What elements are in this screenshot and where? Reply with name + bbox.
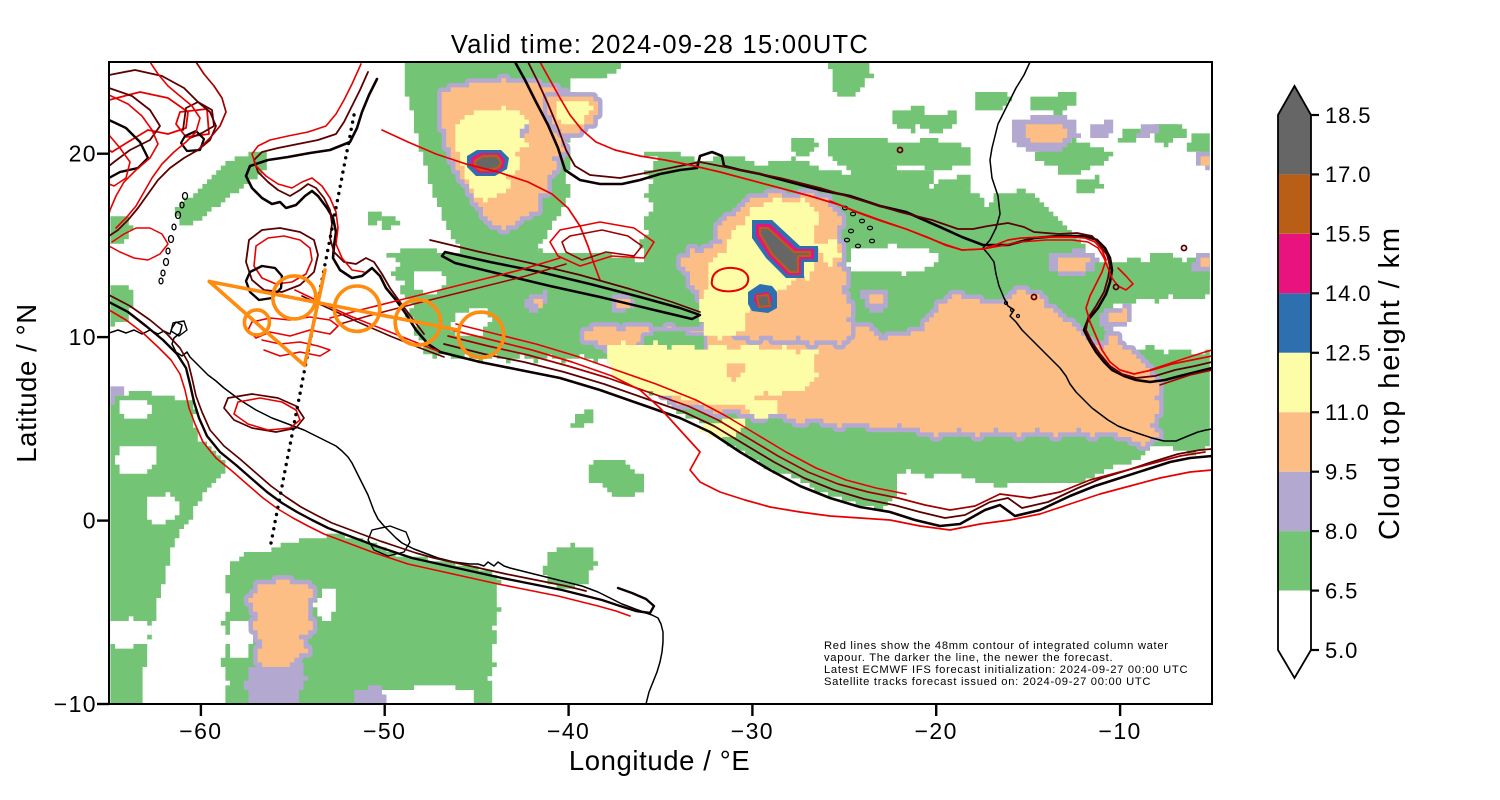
svg-text:vapour. The darker the line, t: vapour. The darker the line, the newer t… (824, 652, 1113, 664)
svg-text:Latitude / °N: Latitude / °N (11, 303, 42, 462)
svg-text:−10: −10 (1098, 718, 1141, 744)
svg-text:Cloud top height / km: Cloud top height / km (1374, 226, 1406, 540)
svg-text:−30: −30 (731, 718, 774, 744)
svg-text:12.5: 12.5 (1325, 341, 1371, 366)
svg-text:8.0: 8.0 (1325, 519, 1358, 544)
svg-text:15.5: 15.5 (1325, 222, 1371, 247)
svg-text:18.5: 18.5 (1325, 103, 1371, 128)
svg-text:10: 10 (69, 324, 97, 350)
svg-text:5.0: 5.0 (1325, 638, 1358, 663)
svg-text:11.0: 11.0 (1325, 400, 1370, 425)
svg-text:17.0: 17.0 (1325, 162, 1371, 187)
svg-text:6.5: 6.5 (1325, 578, 1358, 603)
svg-text:Latest ECMWF IFS forecast init: Latest ECMWF IFS forecast initialization… (824, 664, 1188, 676)
svg-text:−20: −20 (915, 718, 958, 744)
svg-text:14.0: 14.0 (1325, 281, 1371, 306)
svg-text:20: 20 (69, 141, 97, 167)
svg-text:Longitude / °E: Longitude / °E (569, 745, 750, 776)
svg-text:−40: −40 (547, 718, 590, 744)
svg-text:Valid time: 2024-09-28 15:00UT: Valid time: 2024-09-28 15:00UTC (451, 31, 869, 59)
svg-text:9.5: 9.5 (1325, 460, 1358, 485)
svg-text:Red lines show the 48mm contou: Red lines show the 48mm contour of integ… (824, 640, 1169, 652)
svg-text:−50: −50 (363, 718, 406, 744)
svg-text:−60: −60 (179, 718, 222, 744)
svg-text:0: 0 (83, 507, 97, 533)
svg-text:Satellite tracks forecast issu: Satellite tracks forecast issued on: 202… (824, 676, 1151, 688)
svg-text:−10: −10 (54, 691, 97, 717)
